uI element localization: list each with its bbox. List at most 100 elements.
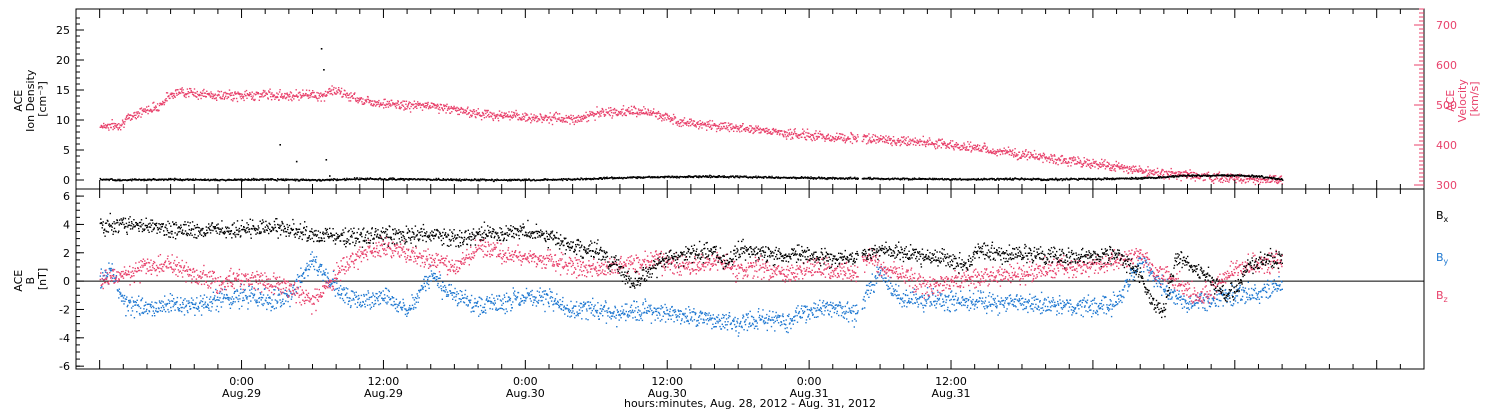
velocity-point [396,105,397,106]
velocity-point [1101,166,1102,167]
velocity-point [657,112,658,113]
velocity-point [1101,164,1102,165]
velocity-point [672,118,673,119]
velocity-point [1022,156,1023,157]
velocity-point [203,89,204,90]
velocity-point [738,129,739,130]
velocity-point [697,124,698,125]
by-point [150,304,151,305]
velocity-point [317,100,318,101]
velocity-tick-label: 600 [1436,59,1457,72]
velocity-point [877,136,878,137]
velocity-point [530,118,531,119]
velocity-point [429,105,430,106]
velocity-point [783,136,784,137]
velocity-point [642,109,643,110]
velocity-point [523,119,524,120]
velocity-point [711,128,712,129]
velocity-point [157,103,158,104]
velocity-point [1228,181,1229,182]
velocity-point [754,129,755,130]
velocity-point [281,93,282,94]
velocity-point [1170,174,1171,175]
velocity-point [873,134,874,135]
velocity-point [150,109,151,110]
velocity-point [448,106,449,107]
velocity-point [1154,169,1155,170]
velocity-point [647,114,648,115]
velocity-point [1218,173,1219,174]
velocity-point [653,111,654,112]
by-point [260,294,261,295]
velocity-point [1114,164,1115,165]
velocity-point [123,127,124,128]
velocity-point [495,118,496,119]
velocity-point [135,115,136,116]
velocity-point [669,118,670,119]
velocity-point [491,116,492,117]
velocity-point [525,115,526,116]
velocity-point [900,144,901,145]
velocity-point [919,145,920,146]
velocity-point [1083,165,1084,166]
velocity-point [557,113,558,114]
by-point [205,302,206,303]
by-point [259,302,260,303]
by-point [235,291,236,292]
velocity-point [369,101,370,102]
density-point [477,179,478,180]
velocity-point [335,88,336,89]
velocity-point [418,104,419,105]
velocity-point [1138,171,1139,172]
velocity-point [395,106,396,107]
density-point [994,178,995,179]
velocity-point [970,151,971,152]
by-point [194,307,195,308]
velocity-point [216,97,217,98]
by-point [204,303,205,304]
velocity-point [1247,178,1248,179]
velocity-point [329,91,330,92]
velocity-point [1147,166,1148,167]
velocity-point [897,140,898,141]
velocity-point [1166,171,1167,172]
velocity-point [409,108,410,109]
velocity-point [579,121,580,122]
velocity-point [521,119,522,120]
velocity-point [1030,156,1031,157]
velocity-point [981,151,982,152]
velocity-point [601,113,602,114]
velocity-point [366,99,367,100]
by-point [143,313,144,314]
by-point [163,307,164,308]
velocity-point [209,94,210,95]
velocity-point [541,117,542,118]
velocity-point [202,90,203,91]
velocity-point [879,139,880,140]
velocity-point [245,95,246,96]
velocity-point [875,142,876,143]
velocity-point [483,115,484,116]
velocity-point [1044,154,1045,155]
by-point [240,289,241,290]
velocity-point [749,125,750,126]
velocity-point [901,137,902,138]
by-point [155,302,156,303]
by-point [189,302,190,303]
by-point [230,308,231,309]
velocity-point [778,131,779,132]
velocity-point [1241,178,1242,179]
by-point [116,275,117,276]
velocity-point [278,99,279,100]
velocity-point [159,105,160,106]
by-point [246,298,247,299]
by-point [242,292,243,293]
velocity-point [700,124,701,125]
velocity-point [127,115,128,116]
velocity-point [1138,169,1139,170]
velocity-point [211,96,212,97]
velocity-point [727,129,728,130]
velocity-point [1176,179,1177,180]
velocity-point [874,140,875,141]
velocity-point [709,120,710,121]
